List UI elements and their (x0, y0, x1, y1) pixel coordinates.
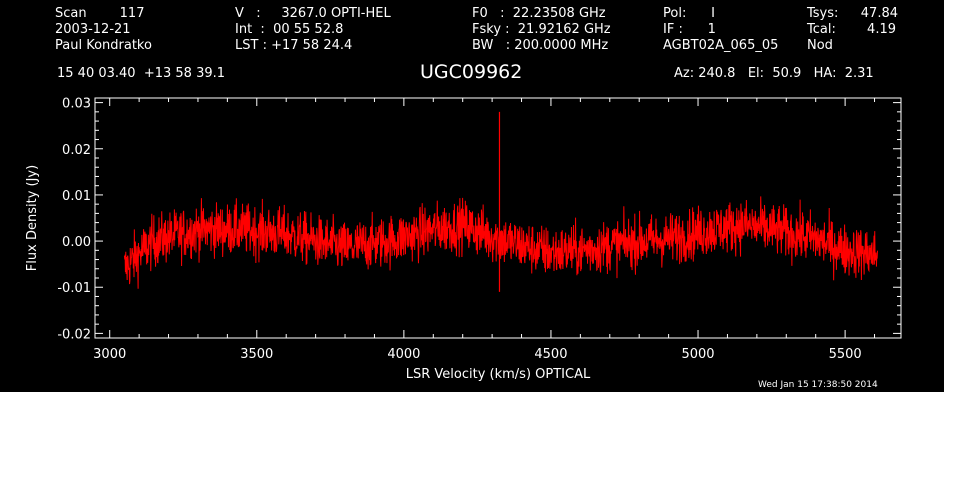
procedure-name: Nod (807, 38, 833, 53)
x-tick-label: 5000 (681, 347, 714, 362)
velocity-info: V : 3267.0 OPTI-HEL (235, 6, 391, 21)
plot-frame (94, 97, 902, 339)
scan-number: Scan 117 (55, 6, 145, 21)
tsys-label: Tsys: (807, 6, 839, 21)
bandwidth: BW : 200.0000 MHz (472, 38, 609, 53)
y-tick-label: 0.00 (62, 235, 91, 250)
polarization: Pol: I (663, 6, 715, 21)
integration-time: Int : 00 55 52.8 (235, 22, 344, 37)
y-tick-label: 0.01 (62, 189, 91, 204)
observer-name: Paul Kondratko (55, 38, 152, 53)
y-axis-label: Flux Density (Jy) (25, 165, 40, 271)
y-tick-label: 0.03 (62, 97, 91, 112)
tcal-label: Tcal: (807, 22, 836, 37)
x-tick-label: 3500 (240, 347, 273, 362)
x-tick-label: 4500 (534, 347, 567, 362)
tcal-value: 4.19 (867, 22, 896, 37)
azimuth-elevation-hour-angle: Az: 240.8 El: 50.9 HA: 2.31 (674, 66, 874, 81)
rest-frequency: F0 : 22.23508 GHz (472, 6, 606, 21)
spectrum-plot-panel: Scan 117 2003-12-21 Paul Kondratko V : 3… (0, 0, 944, 392)
project-id: AGBT02A_065_05 (663, 38, 779, 53)
y-tick-label: 0.02 (62, 143, 91, 158)
spectrum-chart: 3000 3500 4000 4500 5000 5500 -0.02 -0.01 0.00 0.… (25, 97, 902, 382)
if-number: IF : 1 (663, 22, 716, 37)
x-tick-label: 4000 (387, 347, 420, 362)
source-name: UGC09962 (420, 61, 523, 83)
x-axis-label: LSR Velocity (km/s) OPTICAL (406, 367, 591, 382)
source-coordinates: 15 40 03.40 +13 58 39.1 (57, 66, 226, 81)
y-tick-label: -0.02 (57, 327, 91, 342)
tsys-value: 47.84 (860, 6, 898, 21)
x-tick-label: 5500 (829, 347, 862, 362)
spectrum-line (123, 196, 878, 289)
plot-timestamp: Wed Jan 15 17:38:50 2014 (758, 380, 878, 390)
lst-info: LST : +17 58 24.4 (235, 38, 353, 53)
y-tick-label: -0.01 (57, 281, 91, 296)
x-tick-label: 3000 (93, 347, 126, 362)
observation-date: 2003-12-21 (55, 22, 131, 37)
sky-frequency: Fsky : 21.92162 GHz (472, 22, 611, 37)
